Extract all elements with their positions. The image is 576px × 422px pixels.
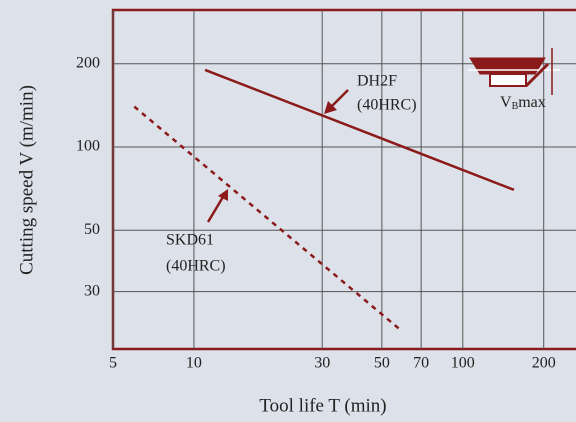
series-line <box>133 105 400 330</box>
x-tick-label: 70 <box>413 355 429 372</box>
icon-label: VBmax <box>500 94 546 113</box>
y-tick-label: 50 <box>84 221 100 238</box>
x-tick-label: 30 <box>314 355 330 372</box>
y-tick-label: 100 <box>76 138 100 155</box>
series-line <box>204 68 515 192</box>
x-tick-label: 5 <box>109 355 117 372</box>
x-tick-label: 10 <box>186 355 202 372</box>
icon-label-main: V <box>500 94 512 111</box>
series-note: (40HRC) <box>357 97 417 114</box>
arrows <box>206 89 349 223</box>
series-note: (40HRC) <box>166 258 226 275</box>
series-label: SKD61 <box>166 232 214 249</box>
y-tick-label: 200 <box>76 54 100 71</box>
y-axis-label: Cutting speed V (m/min) <box>16 85 37 275</box>
x-axis-label: Tool life T (min) <box>259 395 386 416</box>
y-tick-label: 30 <box>84 282 100 299</box>
icon-label-sub: B <box>512 101 519 112</box>
series-label: DH2F <box>357 73 397 90</box>
x-tick-label: 200 <box>532 355 556 372</box>
tool-icon <box>468 48 560 95</box>
x-tick-label: 100 <box>451 355 475 372</box>
x-tick-label: 50 <box>374 355 390 372</box>
icon-label-tail: max <box>518 94 546 111</box>
